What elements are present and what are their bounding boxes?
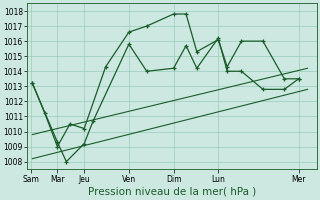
X-axis label: Pression niveau de la mer( hPa ): Pression niveau de la mer( hPa ) [88, 187, 256, 197]
